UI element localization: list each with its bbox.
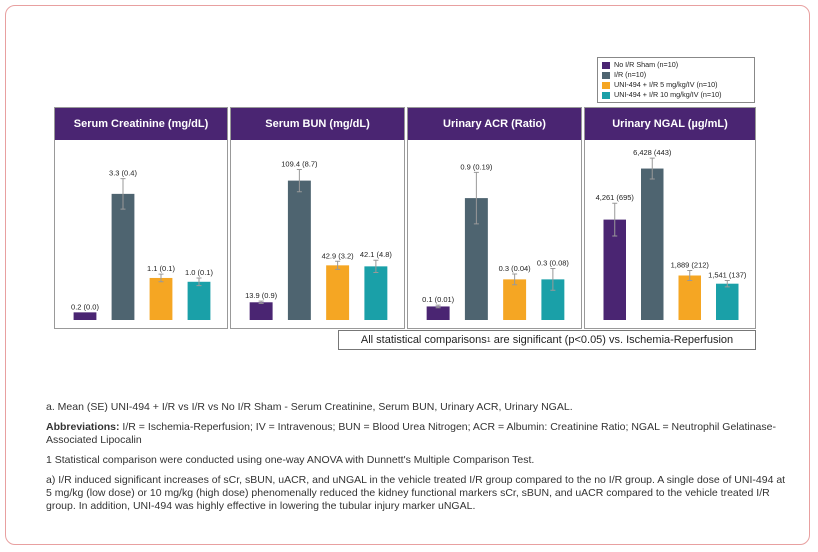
error-bar-sham <box>258 300 264 304</box>
figure-notes: a. Mean (SE) UNI-494 + I/R vs I/R vs No … <box>28 401 792 520</box>
panel-title-urinary-acr: Urinary ACR (Ratio) <box>408 108 581 140</box>
panel-urinary-ngal: Urinary NGAL (µg/mL) 4,261 (695) 6,428 (4… <box>584 107 756 329</box>
bar-uni-10 <box>541 279 565 320</box>
data-label-uni-10: 1.0 (0.1) <box>185 268 213 277</box>
statistical-note-footnote: 1 <box>486 336 491 344</box>
error-bar-uni-10 <box>196 277 202 287</box>
panel-serum-creatinine: Serum Creatinine (mg/dL) 0.2 (0.0) 3.3 (0… <box>54 107 228 329</box>
legend-label-ir: I/R (n=10) <box>614 70 647 79</box>
error-bar-uni-5 <box>687 269 693 281</box>
bar-uni-5 <box>503 279 527 320</box>
error-bar-ir <box>473 171 479 225</box>
data-label-uni-5: 0.3 (0.04) <box>499 264 532 273</box>
note-abbreviations: Abbreviations: I/R = Ischemia-Reperfusio… <box>28 421 792 447</box>
panel-urinary-acr: Urinary ACR (Ratio) 0.1 (0.01) 0.9 (0.19)… <box>407 107 582 329</box>
error-bar-ir <box>296 169 302 193</box>
bar-uni-10 <box>187 281 211 320</box>
statistical-note-rest: are significant (p<0.05) vs. Ischemia-Re… <box>490 334 734 346</box>
data-label-uni-5: 42.9 (3.2) <box>322 251 355 260</box>
error-bar-uni-10 <box>550 268 556 291</box>
data-label-ir: 3.3 (0.4) <box>109 169 137 178</box>
legend-label-sham: No I/R Sham (n=10) <box>614 60 679 69</box>
data-label-ir: 6,428 (443) <box>633 148 672 157</box>
chart-legend: No I/R Sham (n=10) I/R (n=10) UNI-494 + … <box>597 57 755 103</box>
data-label-uni-5: 1.1 (0.1) <box>147 264 175 273</box>
data-label-sham: 0.1 (0.01) <box>422 295 455 304</box>
legend-swatch-uni-5 <box>602 81 610 89</box>
error-bar-uni-10 <box>373 259 379 273</box>
bar-sham <box>426 306 450 320</box>
bar-sham <box>73 312 97 320</box>
error-bar-uni-10 <box>724 279 730 288</box>
statistical-note: All statistical comparisons 1 are signifi… <box>338 330 756 350</box>
bar-ir <box>464 198 488 320</box>
data-label-uni-10: 0.3 (0.08) <box>537 259 570 268</box>
error-bar-ir <box>120 178 126 210</box>
chart-serum-creatinine: 0.2 (0.0) 3.3 (0.4) 1.1 (0.1) 1.0 (0.1) <box>71 169 213 320</box>
note-summary: a) I/R induced significant increases of … <box>46 474 786 512</box>
error-bar-uni-5 <box>335 260 341 270</box>
error-bar-sham <box>435 304 441 309</box>
chart-serum-bun: 13.9 (0.9) 109.4 (8.7) 42.9 (3.2) 42.1 (4.8… <box>245 160 393 320</box>
data-label-ir: 0.9 (0.19) <box>460 162 493 171</box>
data-label-sham: 13.9 (0.9) <box>245 291 278 300</box>
chart-urinary-acr: 0.1 (0.01) 0.9 (0.19) 0.3 (0.04) 0.3 (0.08) <box>422 162 570 320</box>
panel-title-serum-creatinine: Serum Creatinine (mg/dL) <box>55 108 227 140</box>
statistical-note-text: All statistical comparisons <box>360 334 487 346</box>
legend-swatch-sham <box>602 61 610 69</box>
bar-sham <box>249 302 273 320</box>
bar-ir <box>111 193 135 320</box>
bar-uni-10 <box>364 266 388 320</box>
legend-swatch-uni-10 <box>602 91 610 99</box>
bar-sham <box>603 219 626 320</box>
legend-item-uni-5: UNI-494 + I/R 5 mg/kg/IV (n=10) <box>602 80 750 90</box>
note-abbreviations-label: Abbreviations: <box>46 421 120 433</box>
note-abbreviations-text: I/R = Ischemia-Reperfusion; IV = Intrave… <box>46 421 776 446</box>
data-label-uni-10: 1,541 (137) <box>708 270 747 279</box>
data-label-sham: 4,261 (695) <box>596 193 635 202</box>
data-label-uni-5: 1,889 (212) <box>671 260 710 269</box>
error-bar-uni-5 <box>512 273 518 286</box>
note-statistics: 1 Statistical comparison were conducted … <box>46 454 535 466</box>
error-bar-ir <box>649 157 655 180</box>
data-label-ir: 109.4 (8.7) <box>281 160 318 169</box>
bar-ir <box>287 180 311 320</box>
bar-uni-5 <box>678 275 701 320</box>
panel-title-urinary-ngal: Urinary NGAL (µg/mL) <box>585 108 755 140</box>
bar-ir <box>641 168 664 320</box>
chart-urinary-ngal: 4,261 (695) 6,428 (443) 1,889 (212)1,541 (… <box>596 148 747 320</box>
data-label-sham: 0.2 (0.0) <box>71 302 99 311</box>
legend-label-uni-5: UNI-494 + I/R 5 mg/kg/IV (n=10) <box>614 80 718 89</box>
note-a: a. Mean (SE) UNI-494 + I/R vs I/R vs No … <box>46 401 573 413</box>
error-bar-sham <box>612 202 618 237</box>
legend-item-ir: I/R (n=10) <box>602 70 750 80</box>
bar-uni-5 <box>149 277 173 320</box>
panel-title-serum-bun: Serum BUN (mg/dL) <box>231 108 404 140</box>
panel-serum-bun: Serum BUN (mg/dL) 13.9 (0.9) 109.4 (8.7) 4… <box>230 107 405 329</box>
error-bar-uni-5 <box>158 273 164 283</box>
bar-uni-5 <box>326 265 350 320</box>
legend-swatch-ir <box>602 71 610 79</box>
legend-label-uni-10: UNI-494 + I/R 10 mg/kg/IV (n=10) <box>614 90 722 99</box>
data-label-uni-10: 42.1 (4.8) <box>360 250 393 259</box>
legend-item-sham: No I/R Sham (n=10) <box>602 60 750 70</box>
legend-item-uni-10: UNI-494 + I/R 10 mg/kg/IV (n=10) <box>602 90 750 100</box>
bar-uni-10 <box>716 283 739 320</box>
